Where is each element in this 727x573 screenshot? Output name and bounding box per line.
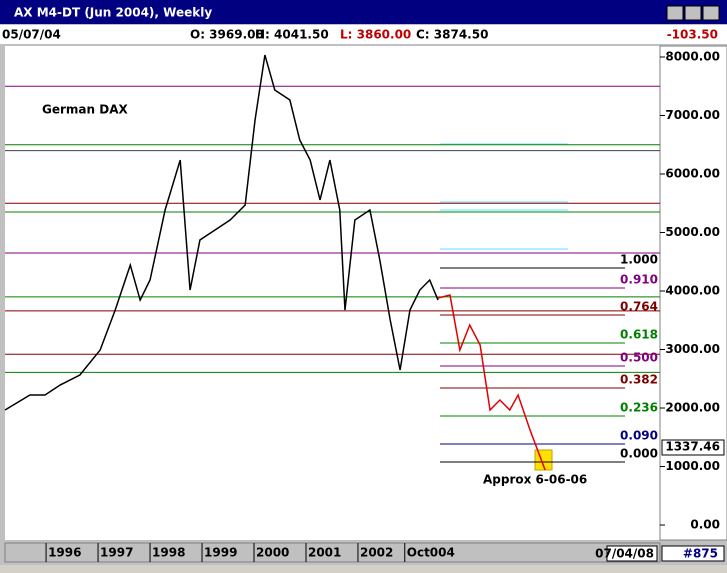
- close: C: 3874.50: [416, 28, 488, 42]
- fib-label: 0.618: [620, 328, 658, 342]
- fib-label: 0.910: [620, 273, 658, 287]
- price-line: [4, 54, 439, 411]
- fib-label: 0.764: [620, 300, 658, 314]
- fib-label: 1.000: [620, 253, 658, 267]
- fib-label: 0.500: [620, 351, 658, 365]
- minimize-button[interactable]: [666, 5, 684, 21]
- scrollbar[interactable]: [0, 565, 727, 573]
- fib-label: 0.382: [620, 373, 658, 387]
- window-title: AX M4-DT (Jun 2004), Weekly: [14, 6, 212, 20]
- x-tick-label: 1998: [152, 546, 185, 560]
- chart-title: German DAX: [42, 103, 128, 117]
- y-tick-label: 2000.00: [665, 401, 720, 415]
- y-axis-area: [659, 45, 727, 541]
- x-tick-label: 2002: [360, 546, 393, 560]
- y-tick-label: 6000.00: [665, 167, 720, 181]
- plot-area: [5, 46, 660, 540]
- y-tick-label: 0.00: [690, 518, 720, 532]
- cyan-zones: [440, 143, 568, 250]
- price-box: [661, 439, 725, 456]
- y-tick-label: 7000.00: [665, 108, 720, 122]
- header-bar: [0, 25, 727, 44]
- fib-label: 0.090: [620, 428, 658, 442]
- x-tick-label: 2000: [256, 546, 289, 560]
- x-tick-label: 2001: [308, 546, 341, 560]
- y-tick-label: 3000.00: [665, 342, 720, 356]
- fib-label: 0.000: [620, 447, 658, 461]
- date-box: [606, 545, 658, 562]
- x-tick-label: 1999: [204, 546, 237, 560]
- low: L: 3860.00: [340, 28, 411, 42]
- id-box: [661, 545, 725, 562]
- high: H: 4041.50: [255, 28, 329, 42]
- annotation: Approx 6-06-06: [483, 473, 587, 487]
- x-tick-label: Oct004: [407, 546, 455, 560]
- y-tick-label: 1000.00: [665, 459, 720, 473]
- bottom-id: #875: [683, 547, 718, 561]
- open: O: 3969.00: [190, 28, 264, 42]
- y-tick-label: 5000.00: [665, 225, 720, 239]
- x-tick-label: 1996: [48, 546, 81, 560]
- bottom-date: 07/04/08: [595, 547, 654, 561]
- y-tick-label: 4000.00: [665, 284, 720, 298]
- maximize-button[interactable]: [684, 5, 702, 21]
- x-axis-area: [4, 542, 661, 563]
- fib-label: 0.236: [620, 401, 658, 415]
- price-line: [437, 294, 546, 471]
- change: -103.50: [667, 28, 718, 42]
- close-button[interactable]: [702, 5, 720, 21]
- x-tick-label: 1997: [100, 546, 133, 560]
- y-tick-label: 8000.00: [665, 50, 720, 64]
- title-bar: [0, 0, 727, 24]
- price-box-label: 1337.46: [665, 440, 720, 454]
- header-date: 05/07/04: [2, 28, 61, 42]
